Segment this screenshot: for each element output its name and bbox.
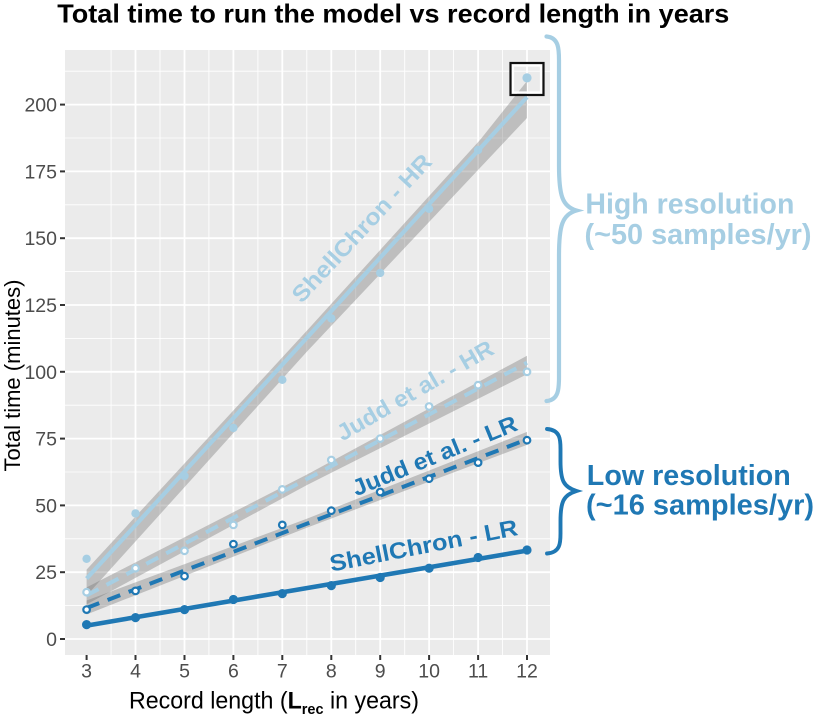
svg-text:10: 10 [418, 661, 440, 683]
svg-text:7: 7 [277, 661, 288, 683]
svg-text:Total time to run the model vs: Total time to run the model vs record le… [57, 0, 729, 29]
svg-text:Low resolution: Low resolution [587, 460, 791, 492]
svg-text:175: 175 [24, 161, 57, 183]
svg-text:High resolution: High resolution [585, 189, 794, 221]
svg-text:200: 200 [24, 95, 57, 117]
svg-text:50: 50 [35, 495, 57, 517]
svg-text:25: 25 [35, 562, 57, 584]
svg-text:12: 12 [516, 661, 538, 683]
svg-text:3: 3 [81, 661, 92, 683]
svg-text:(~50 samples/yr): (~50 samples/yr) [585, 219, 812, 251]
svg-text:125: 125 [24, 295, 57, 317]
svg-text:8: 8 [326, 661, 337, 683]
svg-text:4: 4 [130, 661, 141, 683]
svg-text:75: 75 [35, 429, 57, 451]
svg-text:0: 0 [46, 629, 57, 651]
svg-text:Record length (Lrec in years): Record length (Lrec in years) [129, 688, 419, 718]
svg-text:9: 9 [375, 661, 386, 683]
svg-text:150: 150 [24, 228, 57, 250]
svg-text:Total time (minutes): Total time (minutes) [0, 280, 25, 472]
svg-text:6: 6 [228, 661, 239, 683]
svg-text:11: 11 [468, 661, 488, 683]
svg-text:100: 100 [24, 362, 57, 384]
svg-text:(~16 samples/yr): (~16 samples/yr) [586, 490, 814, 522]
svg-text:5: 5 [179, 661, 190, 683]
